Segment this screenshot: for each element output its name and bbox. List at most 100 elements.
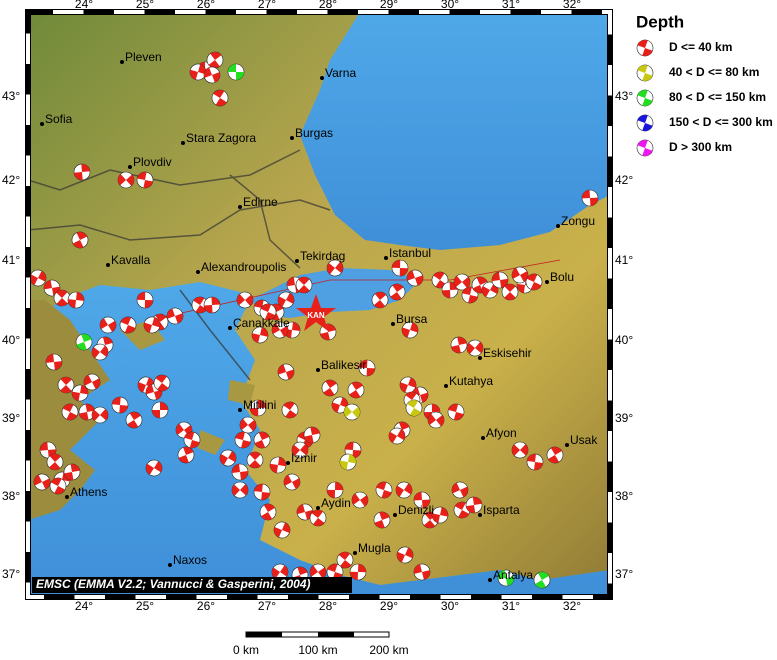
ball-quadrant: [178, 447, 194, 463]
focal-mechanism: [111, 396, 129, 414]
focal-mechanisms: [29, 51, 599, 589]
focal-mechanism: [183, 431, 201, 449]
ball-quadrant: [482, 283, 498, 297]
city-label: Balikesir: [321, 358, 366, 372]
focal-mechanism: [236, 291, 254, 309]
ball-quadrant: [220, 451, 236, 465]
city-dot: [238, 408, 242, 412]
city-label: Zongu: [561, 214, 595, 228]
city-label: Mitilini: [243, 398, 276, 412]
ball-quadrant: [310, 565, 326, 579]
focal-mechanism: [206, 51, 224, 69]
city-dot: [128, 165, 132, 169]
ball-quadrant: [352, 493, 368, 507]
ball-quadrant: [327, 261, 343, 275]
ball-quadrant: [327, 482, 343, 498]
lat-label: 42°: [2, 173, 20, 187]
focal-mechanism: [321, 379, 339, 397]
lon-label: 28°: [319, 0, 337, 11]
city-dot: [238, 205, 242, 209]
city-dot: [106, 263, 110, 267]
ball-quadrant: [637, 40, 653, 56]
ball-quadrant: [228, 64, 244, 80]
ball-quadrant: [637, 140, 653, 156]
ball-quadrant: [637, 65, 653, 81]
city-label: Usak: [570, 433, 598, 447]
city-dot: [545, 280, 549, 284]
focal-mechanism: [326, 563, 344, 581]
ball-quadrant: [402, 322, 418, 338]
credit: EMSC (EMMA V2.2; Vannucci & Gasperini, 2…: [36, 577, 311, 591]
city-label: Stara Zagora: [186, 131, 256, 145]
city-dot: [286, 461, 290, 465]
ball-quadrant: [112, 397, 128, 413]
legend-title: Depth: [636, 12, 684, 31]
city-dot: [228, 326, 232, 330]
scale-label: 100 km: [298, 643, 337, 655]
focal-mechanism: [119, 316, 137, 334]
ball-quadrant: [235, 432, 251, 448]
focal-mechanism: [405, 399, 423, 417]
ball-quadrant: [190, 64, 206, 80]
focal-mechanism: [61, 403, 79, 421]
ball-quadrant: [373, 292, 387, 308]
ball-quadrant: [56, 290, 68, 306]
focal-mechanism: [636, 114, 654, 132]
ball-quadrant: [298, 277, 310, 293]
city-label: Afyon: [486, 426, 517, 440]
lon-label: 30°: [441, 0, 459, 11]
ball-quadrant: [237, 293, 253, 307]
ball-quadrant: [34, 474, 50, 490]
ball-quadrant: [376, 482, 392, 498]
ball-quadrant: [252, 327, 268, 343]
focal-mechanism: [391, 259, 409, 277]
ball-quadrant: [79, 404, 95, 420]
ball-quadrant: [412, 387, 428, 403]
focal-mechanism: [43, 279, 61, 297]
focal-mechanism: [271, 321, 289, 339]
ball-quadrant: [327, 564, 343, 580]
focal-mechanism: [99, 316, 117, 334]
focal-mechanism: [49, 477, 67, 495]
ball-quadrant: [250, 400, 266, 416]
city-label: Denizli: [398, 503, 434, 517]
focal-mechanism: [546, 446, 564, 464]
focal-mechanism: [234, 431, 252, 449]
ball-quadrant: [193, 297, 207, 313]
focal-mechanism: [351, 491, 369, 509]
ball-quadrant: [100, 318, 116, 332]
focal-mechanism: [251, 326, 269, 344]
ball-quadrant: [146, 384, 162, 400]
city-label: Aydin: [321, 496, 351, 510]
city-label: Bolu: [550, 270, 574, 284]
focal-mechanism: [277, 291, 295, 309]
focal-mechanism: [388, 427, 406, 445]
city-dot: [384, 256, 388, 260]
ball-quadrant: [144, 317, 160, 333]
ball-quadrant: [535, 572, 549, 588]
lon-label: 27°: [258, 0, 276, 11]
credit-box: [32, 577, 352, 593]
focal-mechanism: [326, 259, 344, 277]
lon-label: 31°: [502, 599, 520, 613]
ball-quadrant: [424, 404, 440, 420]
city-label: Eskisehir: [483, 346, 532, 360]
ball-quadrant: [462, 287, 478, 303]
ball-quadrant: [46, 354, 62, 370]
ball-quadrant: [390, 284, 404, 300]
lon-label: 26°: [197, 0, 215, 11]
focal-mechanism: [145, 459, 163, 477]
focal-mechanism: [189, 63, 207, 81]
ball-quadrant: [84, 374, 100, 390]
lon-label: 25°: [136, 0, 154, 11]
ball-quadrant: [472, 277, 488, 293]
ball-quadrant: [433, 272, 447, 288]
city-dot: [353, 551, 357, 555]
lat-label: 41°: [615, 253, 633, 267]
focal-mechanism: [331, 396, 349, 414]
city-dot: [168, 563, 172, 567]
focal-mechanism: [466, 339, 484, 357]
focal-mechanism: [427, 411, 445, 429]
event-label: KAN: [307, 311, 325, 320]
